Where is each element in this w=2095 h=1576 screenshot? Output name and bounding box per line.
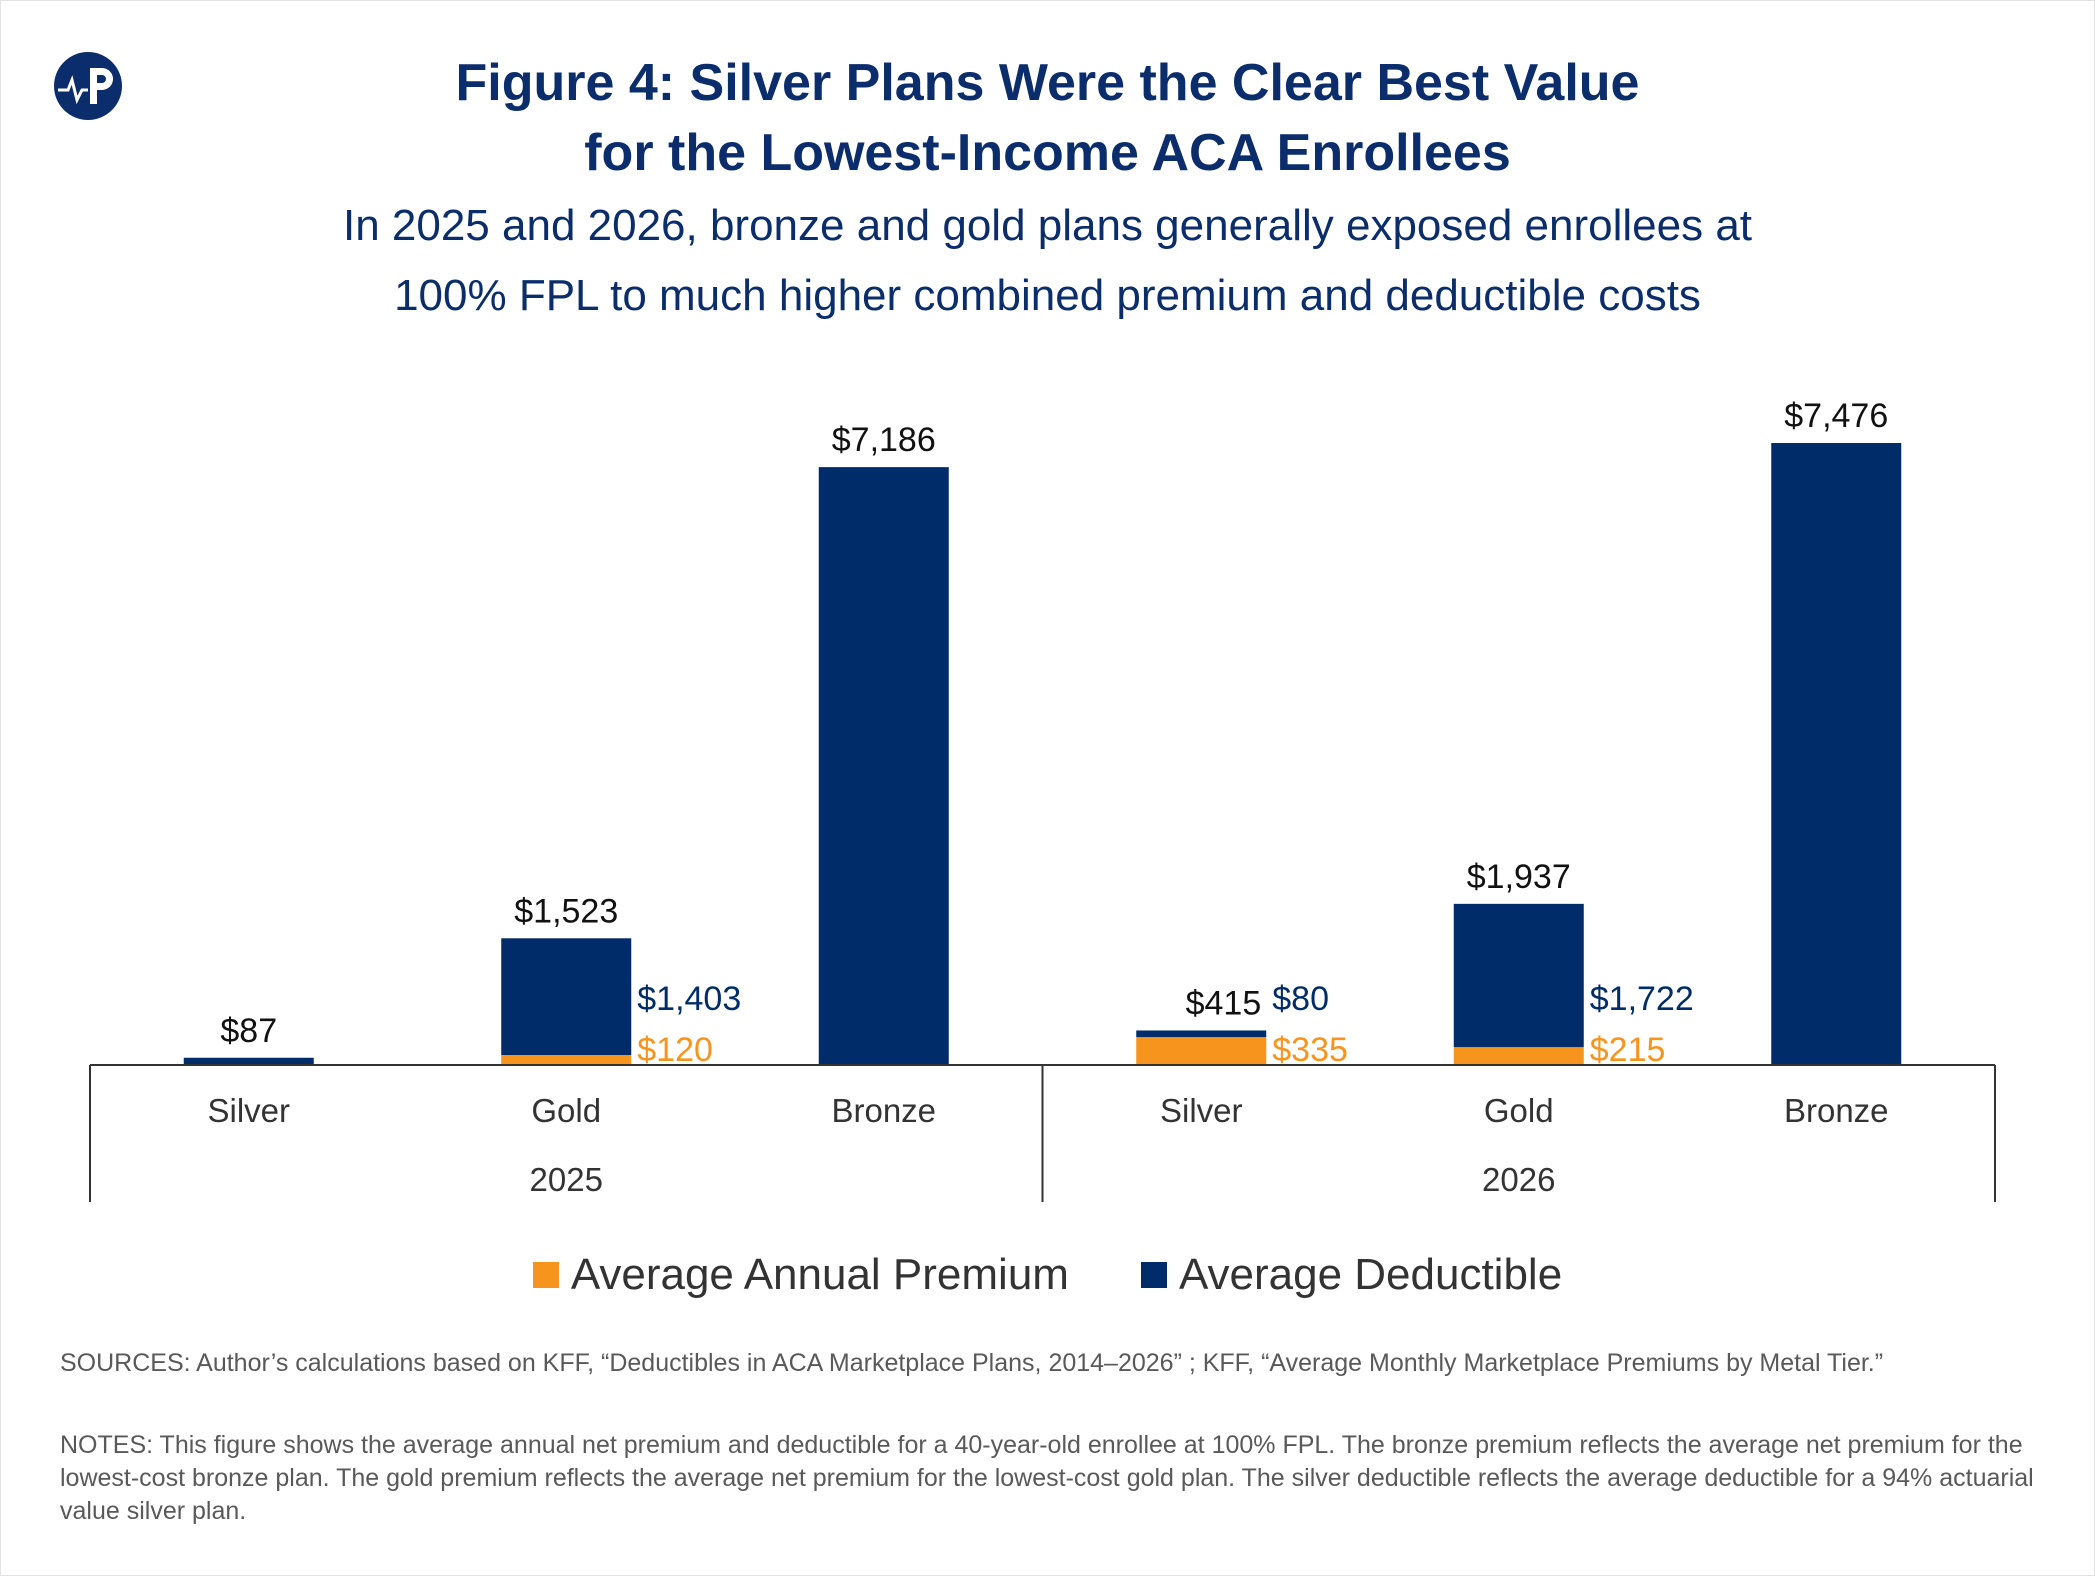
total-label-6: $7,476 bbox=[1784, 397, 1888, 435]
bar-deductible-2 bbox=[501, 938, 632, 1056]
total-label-5: $1,937 bbox=[1467, 858, 1571, 896]
bar-deductible-6 bbox=[1771, 443, 1902, 1065]
group-label-2026: 2026 bbox=[1482, 1161, 1555, 1198]
bar-deductible-4 bbox=[1136, 1030, 1267, 1038]
publication-logo-icon bbox=[54, 52, 122, 120]
legend-swatch-deductible bbox=[1140, 1262, 1167, 1288]
bar-premium-2 bbox=[501, 1055, 632, 1065]
total-label-2: $1,523 bbox=[514, 892, 618, 930]
category-label-5: Gold bbox=[1484, 1092, 1554, 1129]
sources-note: SOURCES: Author’s calculations based on … bbox=[60, 1349, 1884, 1377]
total-label-4: $415 bbox=[1186, 984, 1262, 1022]
legend-label-deductible: Average Deductible bbox=[1178, 1250, 1563, 1299]
premium-label-5: $215 bbox=[1590, 1031, 1666, 1069]
premium-label-4: $335 bbox=[1272, 1031, 1348, 1069]
premium-label-2: $120 bbox=[637, 1031, 713, 1069]
deductible-label-4: $80 bbox=[1272, 980, 1329, 1018]
chart-legend: Average Annual Premium Average Deductibl… bbox=[0, 1250, 2095, 1300]
notes-text: NOTES: This figure shows the average ann… bbox=[60, 1431, 2034, 1525]
bar-deductible-5 bbox=[1453, 903, 1584, 1048]
category-label-2: Gold bbox=[531, 1092, 601, 1129]
legend-item-premium: Average Annual Premium bbox=[532, 1250, 1069, 1300]
category-label-6: Bronze bbox=[1784, 1092, 1889, 1129]
group-label-2025: 2025 bbox=[530, 1161, 603, 1198]
legend-label-premium: Average Annual Premium bbox=[570, 1250, 1069, 1299]
chart-subtitle-line-2: 100% FPL to much higher combined premium… bbox=[394, 271, 1701, 320]
legend-item-deductible: Average Deductible bbox=[1140, 1250, 1563, 1300]
bar-premium-4 bbox=[1136, 1037, 1267, 1065]
bar-premium-5 bbox=[1453, 1047, 1584, 1065]
deductible-label-2: $1,403 bbox=[637, 980, 741, 1018]
chart-title-line-1: Figure 4: Silver Plans Were the Clear Be… bbox=[455, 54, 1640, 112]
deductible-label-5: $1,722 bbox=[1590, 980, 1694, 1018]
total-label-1: $87 bbox=[220, 1012, 277, 1050]
category-label-1: Silver bbox=[207, 1092, 290, 1129]
total-label-3: $7,186 bbox=[832, 421, 936, 459]
chart-subtitle-line-1: In 2025 and 2026, bronze and gold plans … bbox=[342, 201, 1753, 250]
chart-title-line-2: for the Lowest-Income ACA Enrollees bbox=[584, 124, 1511, 182]
category-label-3: Bronze bbox=[831, 1092, 936, 1129]
bar-deductible-3 bbox=[818, 467, 949, 1065]
legend-swatch-premium bbox=[532, 1262, 559, 1288]
category-label-4: Silver bbox=[1160, 1092, 1243, 1129]
bar-deductible-1 bbox=[183, 1057, 314, 1065]
